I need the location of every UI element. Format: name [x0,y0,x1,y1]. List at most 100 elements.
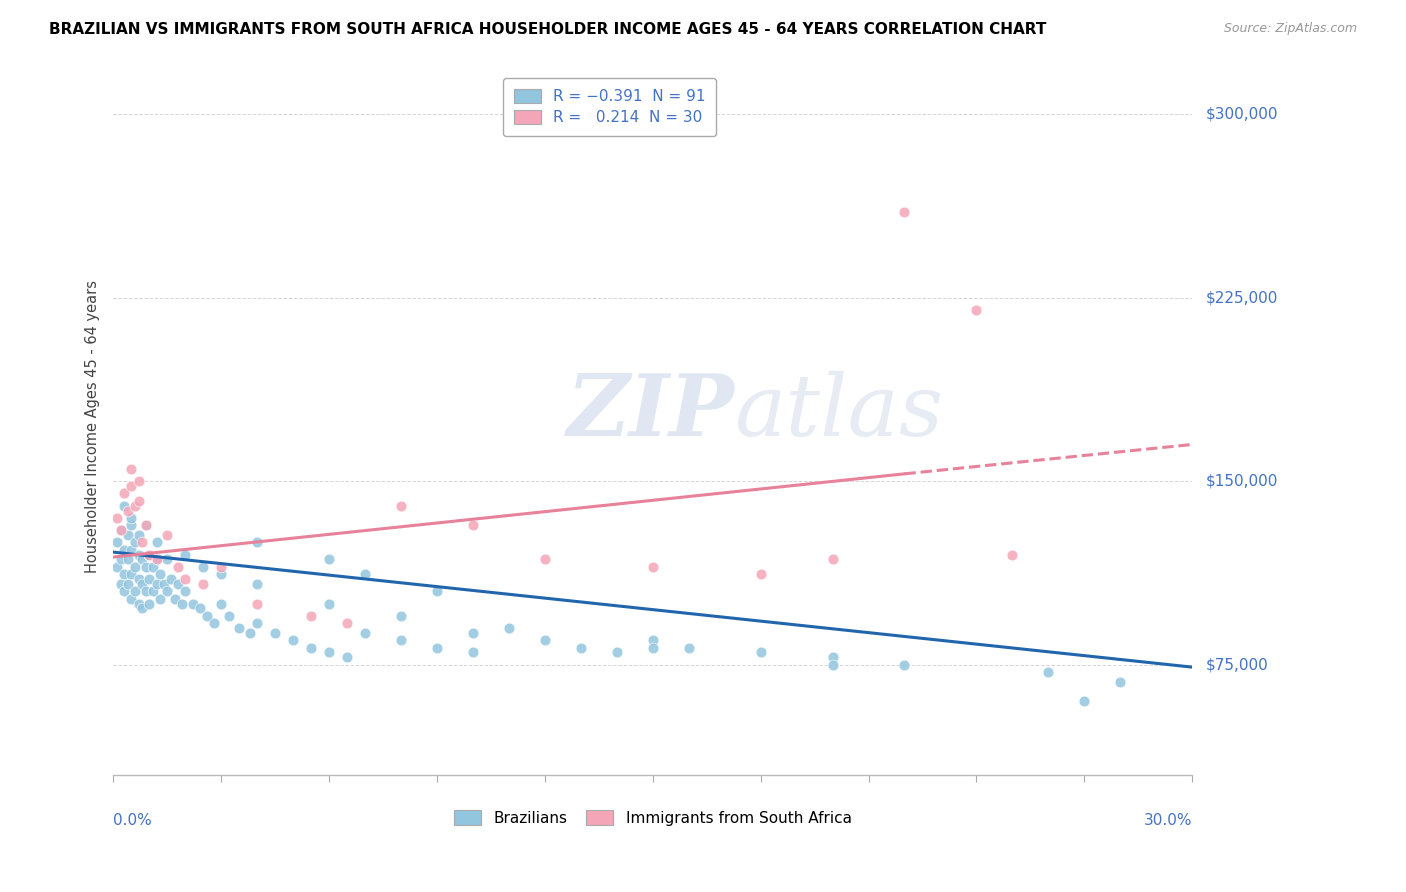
Point [209,559,232,574]
Point [160,572,183,586]
Point [138,548,160,562]
Point [131,577,153,591]
Point [142,559,165,574]
Point [1109,674,1132,689]
Point [239,625,262,640]
Text: BRAZILIAN VS IMMIGRANTS FROM SOUTH AFRICA HOUSEHOLDER INCOME AGES 45 - 64 YEARS : BRAZILIAN VS IMMIGRANTS FROM SOUTH AFRIC… [49,22,1046,37]
Point [128,474,150,488]
Point [354,567,377,582]
Point [117,552,139,566]
Point [156,528,179,542]
Point [124,499,146,513]
Point [145,552,167,566]
Point [145,577,167,591]
Point [299,608,322,623]
Point [389,608,412,623]
Point [678,640,700,655]
Point [112,486,135,500]
Point [246,597,269,611]
Point [193,559,215,574]
Point [128,597,150,611]
Point [135,518,157,533]
Text: 30.0%: 30.0% [1143,814,1192,828]
Point [426,640,449,655]
Text: 0.0%: 0.0% [114,814,152,828]
Point [181,597,204,611]
Point [110,552,132,566]
Point [965,302,987,317]
Point [121,591,143,606]
Point [195,608,218,623]
Point [299,640,322,655]
Point [389,499,412,513]
Point [821,657,844,672]
Point [117,503,139,517]
Point [117,528,139,542]
Point [193,577,215,591]
Point [138,572,160,586]
Point [170,597,193,611]
Point [749,645,772,659]
Point [135,518,157,533]
Point [117,577,139,591]
Point [749,567,772,582]
Point [641,640,664,655]
Point [110,523,132,537]
Text: Source: ZipAtlas.com: Source: ZipAtlas.com [1223,22,1357,36]
Point [167,559,190,574]
Point [156,552,179,566]
Point [153,577,176,591]
Point [461,518,484,533]
Point [318,645,340,659]
Point [128,528,150,542]
Point [246,577,269,591]
Point [188,601,211,615]
Point [135,584,157,599]
Point [128,548,150,562]
Point [461,645,484,659]
Point [142,584,165,599]
Point [110,577,132,591]
Point [128,493,150,508]
Point [131,535,153,549]
Point [821,650,844,665]
Point [174,548,197,562]
Point [145,535,167,549]
Point [641,559,664,574]
Point [893,205,915,219]
Point [105,511,128,525]
Legend: Brazilians, Immigrants from South Africa: Brazilians, Immigrants from South Africa [446,803,859,833]
Point [149,567,172,582]
Point [174,584,197,599]
Point [135,559,157,574]
Point [105,535,128,549]
Text: $225,000: $225,000 [1206,290,1278,305]
Point [112,584,135,599]
Point [606,645,628,659]
Point [264,625,287,640]
Point [167,577,190,591]
Text: $75,000: $75,000 [1206,657,1268,673]
Point [641,633,664,648]
Point [124,535,146,549]
Point [318,552,340,566]
Point [426,584,449,599]
Point [112,567,135,582]
Text: ZIP: ZIP [567,370,734,454]
Text: $300,000: $300,000 [1206,107,1278,121]
Point [121,567,143,582]
Point [124,559,146,574]
Point [121,462,143,476]
Point [149,591,172,606]
Point [156,584,179,599]
Point [1001,548,1024,562]
Text: $150,000: $150,000 [1206,474,1278,489]
Point [246,616,269,631]
Point [1038,665,1060,679]
Point [202,616,225,631]
Point [131,601,153,615]
Point [121,542,143,557]
Point [218,608,240,623]
Point [105,559,128,574]
Point [121,511,143,525]
